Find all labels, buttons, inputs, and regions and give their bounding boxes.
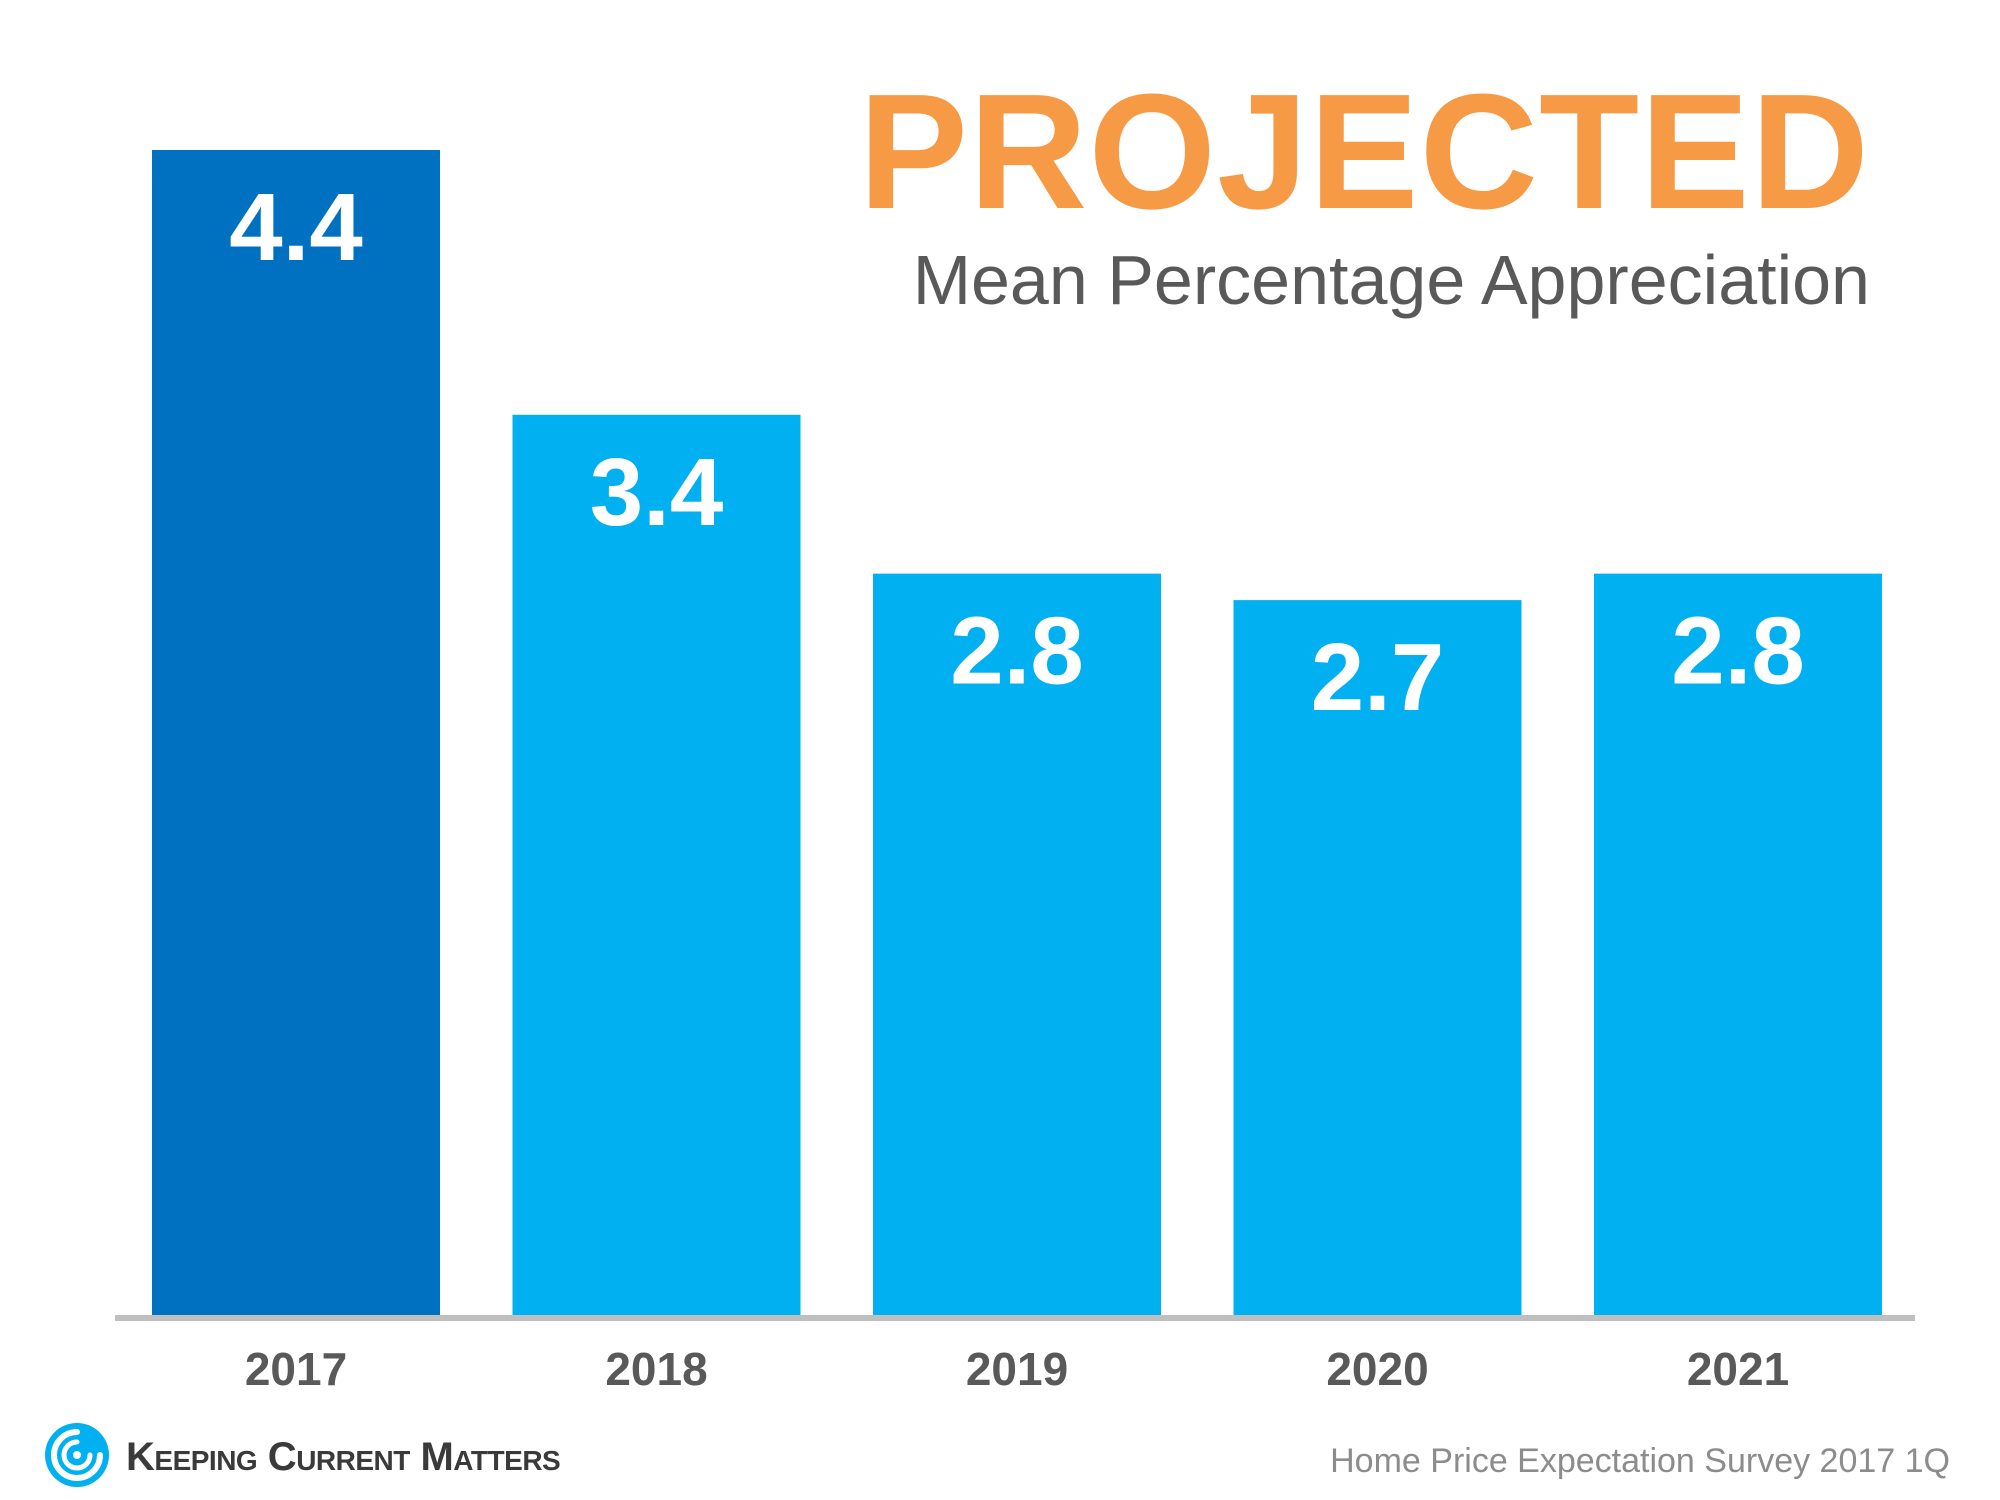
x-tick-2019: 2019 [966,1343,1068,1395]
brand-name: Keeping Current Matters [126,1435,561,1479]
bars-group: 4.4 3.4 2.8 2.7 2.8 [152,150,1882,1316]
brand-logo: Keeping Current Matters [42,1420,561,1495]
x-tick-2021: 2021 [1687,1343,1789,1395]
data-label-2018: 3.4 [590,439,723,546]
chart-title: PROJECTED [858,60,1870,243]
chart-subtitle: Mean Percentage Appreciation [912,241,1870,319]
source-note: Home Price Expectation Survey 2017 1Q [1330,1442,1950,1480]
data-label-2017: 4.4 [229,174,362,281]
bar-2017 [152,150,440,1315]
x-tick-2017: 2017 [245,1343,347,1395]
data-label-2021: 2.8 [1671,598,1804,705]
x-tick-labels: 2017 2018 2019 2020 2021 [245,1343,1789,1395]
bar-2020 [1233,600,1522,1315]
data-label-2020: 2.7 [1311,624,1444,731]
bar-2019 [873,573,1161,1315]
swirl-icon [42,1420,112,1495]
x-tick-2018: 2018 [605,1343,707,1395]
bar-chart: 4.4 3.4 2.8 2.7 2.8 2017 2018 2019 2020 2021 [115,150,1915,1395]
x-tick-2020: 2020 [1326,1343,1428,1395]
bar-2018 [512,414,801,1316]
bar-2021 [1594,573,1882,1315]
data-label-2019: 2.8 [950,598,1083,705]
